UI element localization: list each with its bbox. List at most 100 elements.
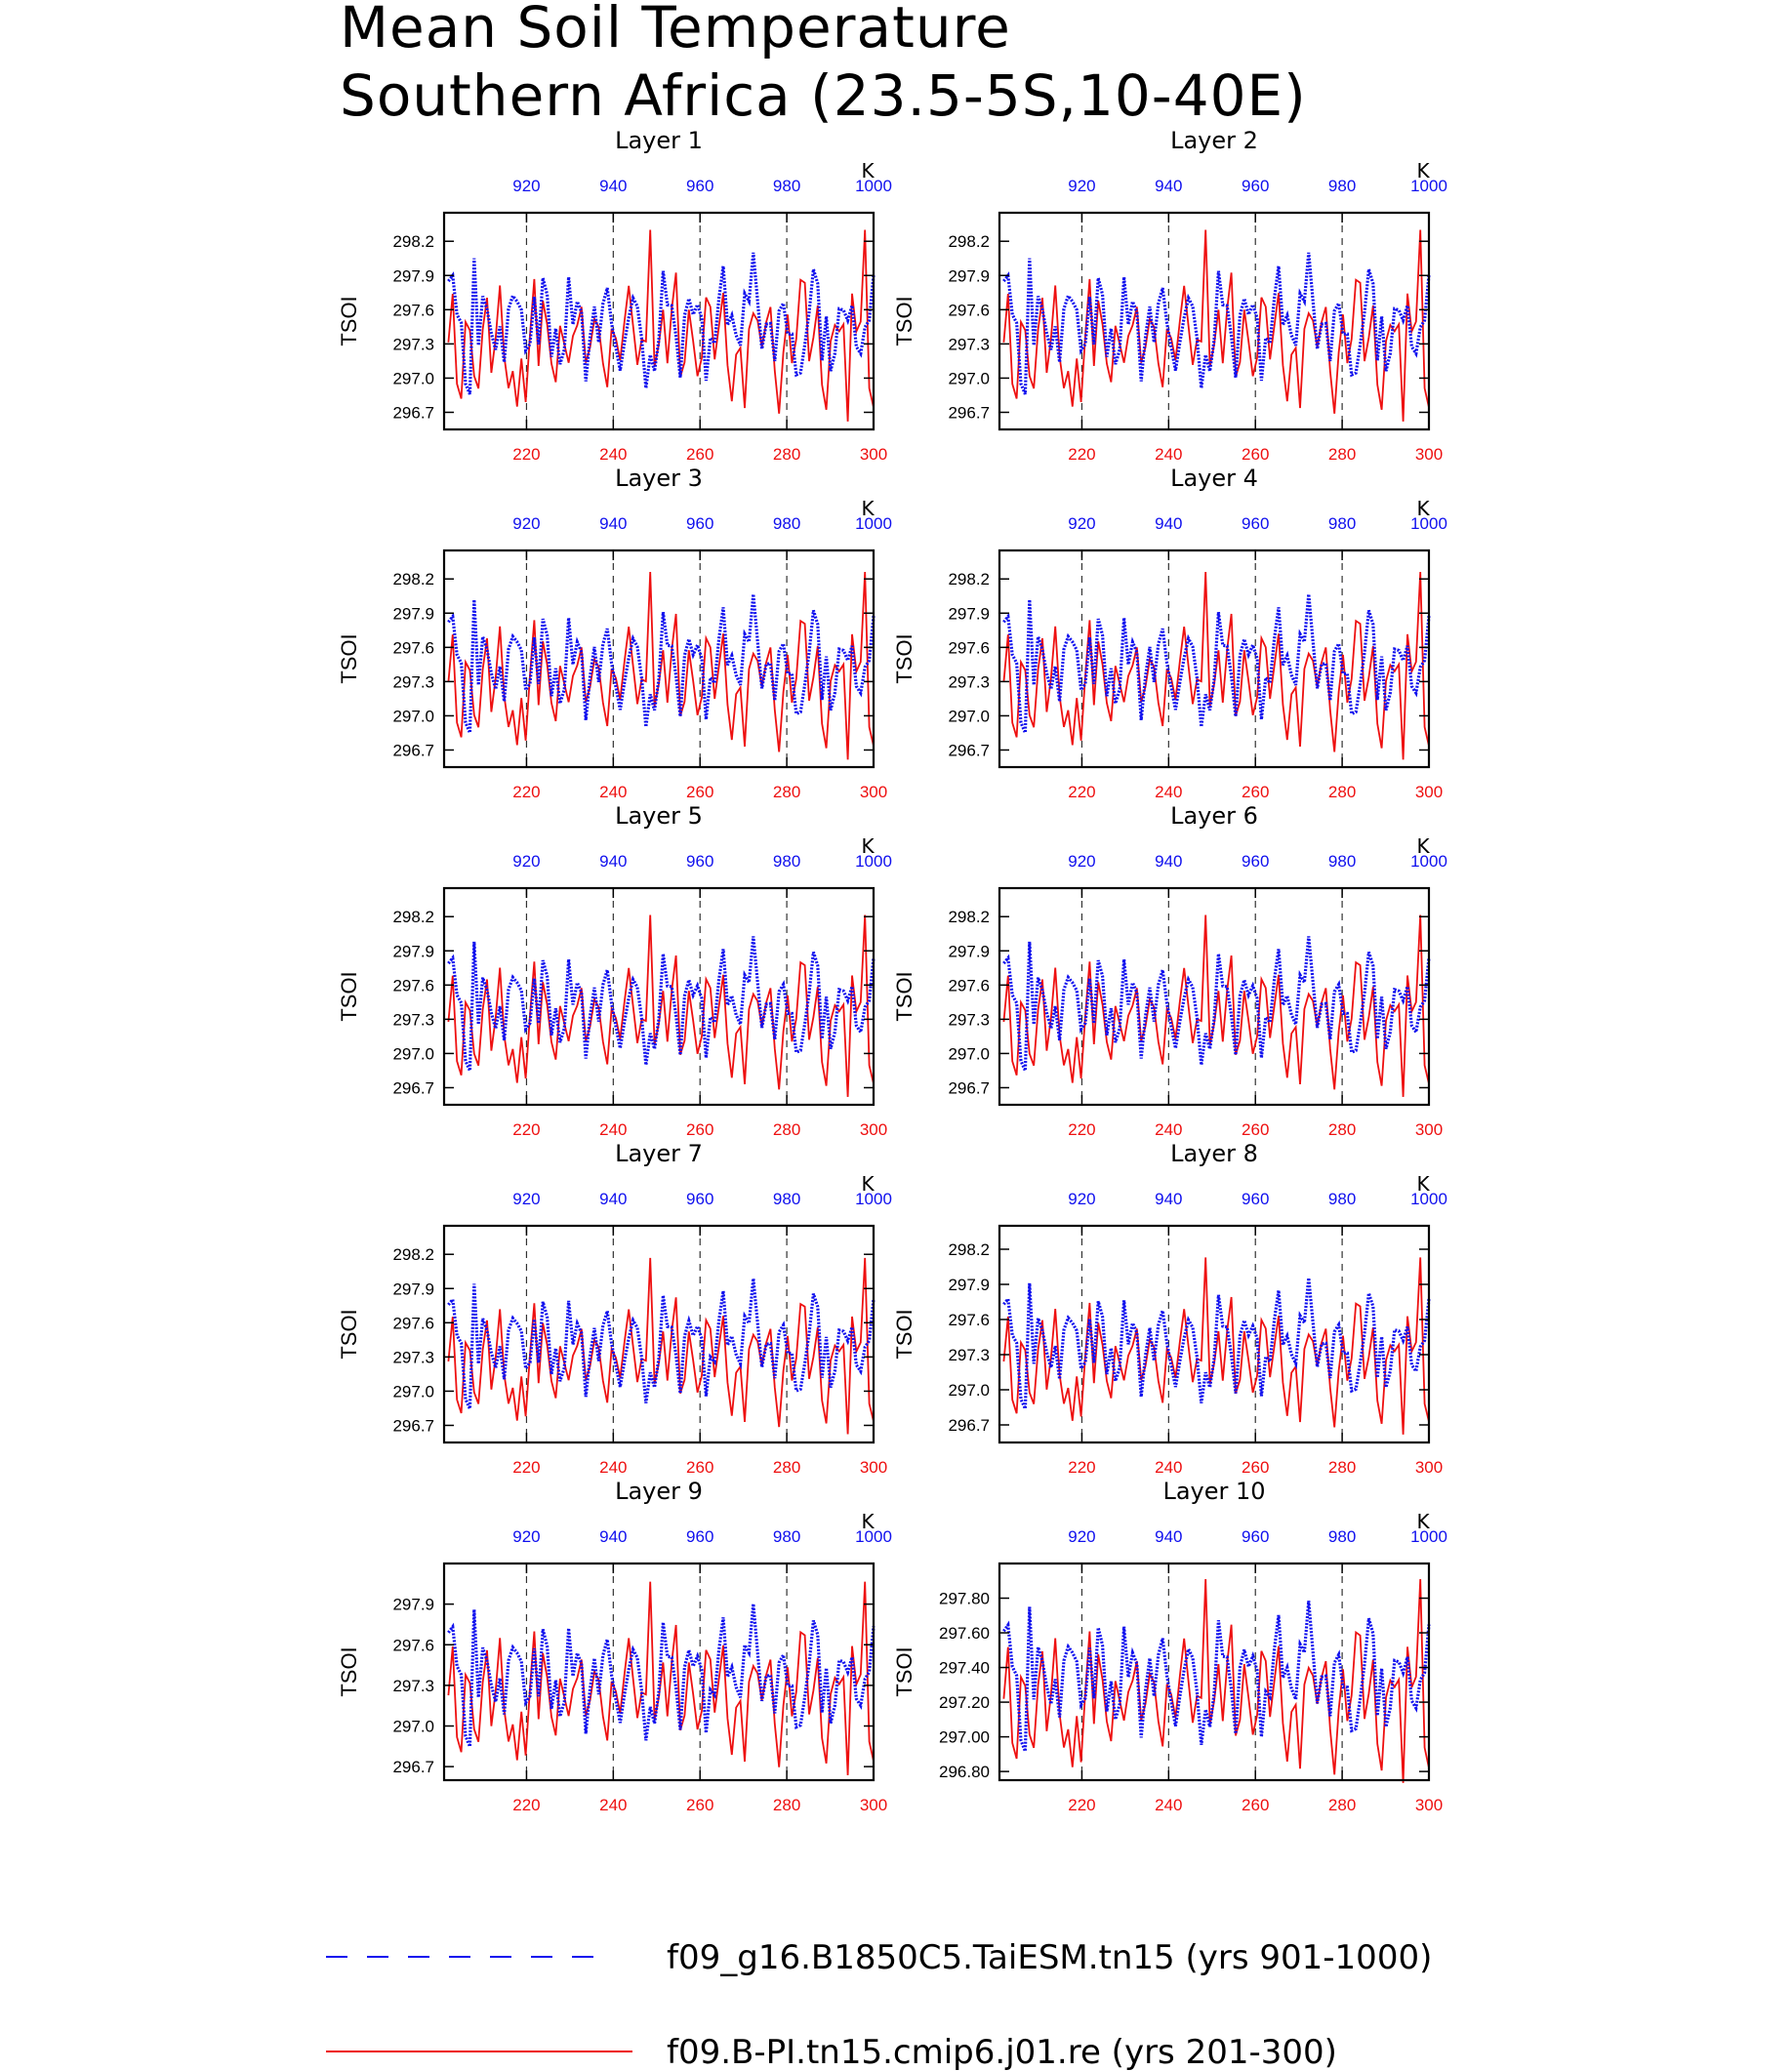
y-tick-label: 297.0 — [948, 369, 990, 387]
y-tick-label: 297.6 — [392, 1636, 434, 1654]
top-x-tick-label: 940 — [599, 1527, 627, 1546]
bottom-x-tick-label: 240 — [1155, 1120, 1182, 1139]
y-axis-label: TSOI — [892, 633, 916, 683]
bottom-x-tick-label: 280 — [1328, 1796, 1356, 1814]
bottom-x-tick-label: 260 — [686, 1458, 713, 1477]
panel-3: Layer 3 298.2 297.9 297.6 297.3 297.0 296.7 220… — [337, 465, 892, 801]
y-tick-label: 297.3 — [948, 335, 990, 353]
series-line-taiesm — [1002, 252, 1431, 395]
y-tick-label: 296.7 — [948, 741, 990, 759]
top-x-tick-label: 980 — [1328, 852, 1356, 871]
panel-title: Layer 4 — [1170, 465, 1258, 492]
top-axis-unit-label: K — [1416, 1172, 1430, 1196]
top-x-tick-label: 960 — [1242, 177, 1269, 195]
series-line-taiesm — [447, 1604, 876, 1748]
y-tick-label: 298.2 — [948, 1240, 990, 1259]
series-line-cmip6 — [447, 229, 875, 422]
plot-frame — [998, 886, 1431, 1107]
y-axis-label: TSOI — [337, 1646, 361, 1696]
figure-title-line-1: Mean Soil Temperature — [340, 0, 1011, 61]
bottom-x-tick-label: 280 — [1328, 445, 1356, 464]
top-x-tick-label: 980 — [773, 852, 800, 871]
top-x-tick-label: 1000 — [1410, 852, 1447, 871]
top-x-tick-label: 980 — [1328, 177, 1356, 195]
bottom-x-tick-label: 240 — [1155, 783, 1182, 801]
panel-4: Layer 4 298.2 297.9 297.6 297.3 297.0 296.7 220… — [892, 465, 1447, 801]
bottom-x-tick-label: 260 — [1242, 1796, 1269, 1814]
top-x-tick-label: 920 — [512, 852, 540, 871]
panel-9: Layer 9 297.9 297.6 297.3 297.0 296.7 220 240 26… — [337, 1478, 892, 1814]
bottom-x-tick-label: 300 — [1415, 1796, 1443, 1814]
series-line-cmip6 — [1002, 1257, 1430, 1435]
y-tick-label: 297.9 — [392, 266, 434, 285]
top-x-tick-label: 980 — [773, 514, 800, 533]
y-tick-label: 297.6 — [948, 638, 990, 657]
panel-title: Layer 2 — [1170, 127, 1258, 154]
top-x-tick-label: 920 — [512, 1527, 540, 1546]
y-tick-label: 297.0 — [392, 1382, 434, 1401]
series-line-taiesm — [1002, 936, 1431, 1072]
y-tick-label: 297.6 — [948, 1311, 990, 1329]
bottom-x-tick-label: 260 — [686, 1796, 713, 1814]
y-tick-label: 297.9 — [392, 942, 434, 960]
bottom-x-tick-label: 240 — [599, 783, 627, 801]
bottom-x-tick-label: 280 — [773, 1120, 800, 1139]
top-axis-unit-label: K — [861, 834, 875, 858]
panel-7: Layer 7 298.2 297.9 297.6 297.3 297.0 296.7 220… — [337, 1140, 892, 1477]
legend: f09_g16.B1850C5.TaiESM.tn15 (yrs 901-100… — [326, 1938, 1432, 2071]
top-x-tick-label: 1000 — [855, 1527, 892, 1546]
top-x-tick-label: 920 — [1068, 1190, 1095, 1208]
y-tick-label: 297.9 — [948, 266, 990, 285]
top-x-tick-label: 940 — [1155, 177, 1182, 195]
plot-frame — [998, 211, 1431, 431]
top-axis-unit-label: K — [1416, 159, 1430, 183]
bottom-x-tick-label: 280 — [1328, 1458, 1356, 1477]
panel-10: Layer 10 297.80 297.60 297.40 297.20 297.00 29… — [892, 1478, 1447, 1814]
plot-frame — [442, 886, 876, 1107]
bottom-x-tick-label: 240 — [599, 445, 627, 464]
bottom-x-tick-label: 300 — [860, 445, 887, 464]
panel-title: Layer 8 — [1170, 1140, 1258, 1167]
series-line-cmip6 — [447, 571, 875, 760]
plot-frame — [442, 548, 876, 769]
y-tick-label: 296.7 — [392, 403, 434, 422]
panel-title: Layer 10 — [1162, 1478, 1265, 1505]
y-tick-label: 296.7 — [948, 1078, 990, 1097]
bottom-x-tick-label: 300 — [860, 783, 887, 801]
series-line-taiesm — [1002, 1601, 1431, 1752]
top-x-tick-label: 1000 — [1410, 1190, 1447, 1208]
bottom-x-tick-label: 220 — [512, 445, 540, 464]
y-tick-label: 297.9 — [392, 1279, 434, 1298]
bottom-x-tick-label: 300 — [1415, 445, 1443, 464]
y-tick-label: 297.3 — [392, 1677, 434, 1695]
plot-frame — [442, 1224, 876, 1444]
top-x-tick-label: 920 — [1068, 514, 1095, 533]
bottom-x-tick-label: 280 — [1328, 783, 1356, 801]
y-tick-label: 297.9 — [392, 1596, 434, 1614]
plot-frame — [998, 1224, 1431, 1444]
bottom-x-tick-label: 300 — [1415, 1458, 1443, 1477]
plot-frame — [998, 1562, 1431, 1782]
y-tick-label: 297.0 — [948, 1381, 990, 1400]
bottom-x-tick-label: 280 — [773, 1458, 800, 1477]
top-x-tick-label: 920 — [1068, 1527, 1095, 1546]
series-line-cmip6 — [447, 1581, 875, 1775]
top-x-tick-label: 960 — [686, 514, 713, 533]
legend-label-cmip6: f09.B-PI.tn15.cmip6.j01.re (yrs 201-300) — [667, 2033, 1337, 2071]
y-axis-label: TSOI — [337, 1309, 361, 1359]
series-line-taiesm — [1002, 593, 1431, 734]
top-x-tick-label: 980 — [1328, 514, 1356, 533]
panel-1: Layer 1 298.2 297.9 297.6 297.3 297.0 296.7 220… — [337, 127, 892, 464]
y-tick-label: 297.3 — [392, 672, 434, 691]
bottom-x-tick-label: 220 — [512, 783, 540, 801]
y-axis-label: TSOI — [337, 296, 361, 345]
y-tick-label: 297.9 — [392, 604, 434, 623]
top-x-tick-label: 940 — [1155, 514, 1182, 533]
top-x-tick-label: 960 — [686, 1527, 713, 1546]
bottom-x-tick-label: 220 — [512, 1120, 540, 1139]
y-tick-label: 297.0 — [392, 1718, 434, 1736]
y-tick-label: 297.0 — [948, 1044, 990, 1063]
y-tick-label: 297.80 — [939, 1590, 990, 1608]
y-tick-label: 297.3 — [392, 335, 434, 353]
top-x-tick-label: 940 — [599, 852, 627, 871]
